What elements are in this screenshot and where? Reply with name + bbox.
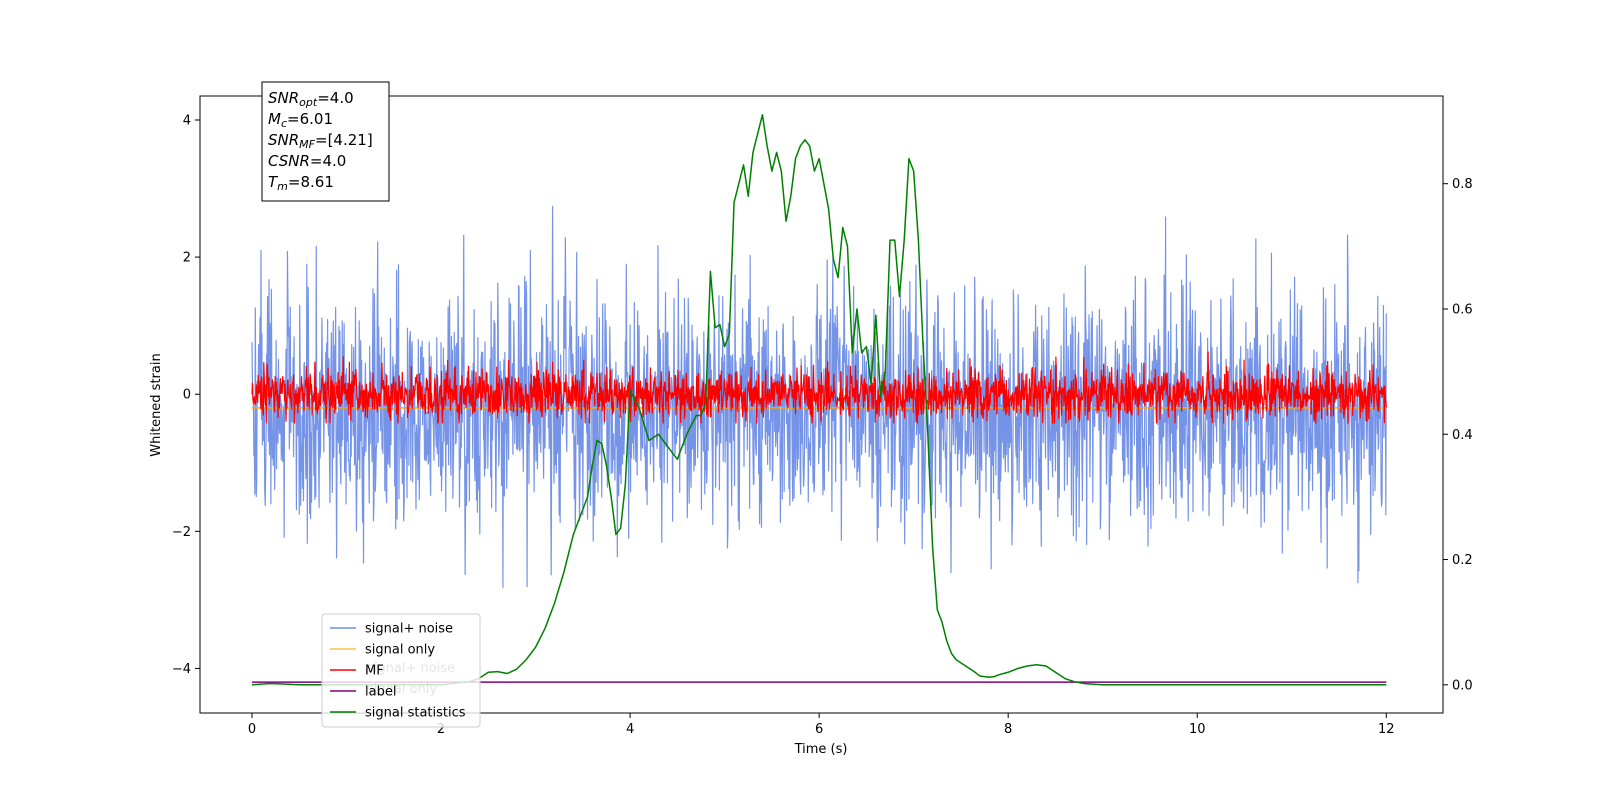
y2-axis-right: 0.0 0.2 0.4 0.6 0.8	[1443, 177, 1473, 693]
annotation-line: CSNR=4.0	[268, 152, 346, 170]
x-tick-label: 6	[815, 722, 823, 737]
y-tick-label: 0	[183, 388, 191, 403]
y-axis: −4 −2 0 2 4	[172, 113, 200, 677]
series-line-0	[251, 205, 1387, 588]
annotation-frame	[261, 81, 390, 202]
series-layer	[251, 114, 1387, 686]
annotation-line: SNRMF=[4.21]	[268, 131, 373, 151]
series-line-4	[251, 114, 1387, 686]
x-axis: 0 2 4 6 8 10 12	[248, 713, 1395, 737]
legend-box	[321, 613, 481, 728]
legend-label: MF	[365, 664, 384, 679]
x-tick-label: 0	[248, 722, 256, 737]
legend-label: label	[365, 685, 396, 700]
y-axis-label: Whitened strain	[149, 353, 164, 456]
x-tick-label: 8	[1004, 722, 1012, 737]
annotation-line: Mc=6.01	[268, 110, 333, 130]
x-tick-label: 12	[1378, 722, 1395, 737]
x-tick-label: 10	[1189, 722, 1206, 737]
y-tick-label: −4	[172, 662, 191, 677]
plot-frame	[199, 95, 1444, 714]
y-tick-label: 2	[183, 251, 191, 266]
x-axis-label: Time (s)	[794, 742, 848, 757]
y-tick-label: −2	[172, 525, 191, 540]
y2-tick-label: 0.4	[1452, 428, 1473, 443]
legend-label: signal only	[365, 643, 435, 658]
x-tick-label: 2	[437, 722, 445, 737]
series-line-2	[251, 351, 1387, 424]
y2-tick-label: 0.0	[1452, 678, 1473, 693]
legend-label: signal statistics	[365, 706, 466, 721]
legend-label: signal+ noise	[365, 622, 453, 637]
y2-tick-label: 0.2	[1452, 553, 1473, 568]
annotation-line: Tm=8.61	[268, 173, 334, 193]
y2-tick-label: 0.6	[1452, 302, 1473, 317]
y2-tick-label: 0.8	[1452, 177, 1473, 192]
annotation-line: SNRopt=4.0	[268, 89, 354, 109]
y-tick-label: 4	[183, 113, 191, 128]
x-tick-label: 4	[626, 722, 634, 737]
